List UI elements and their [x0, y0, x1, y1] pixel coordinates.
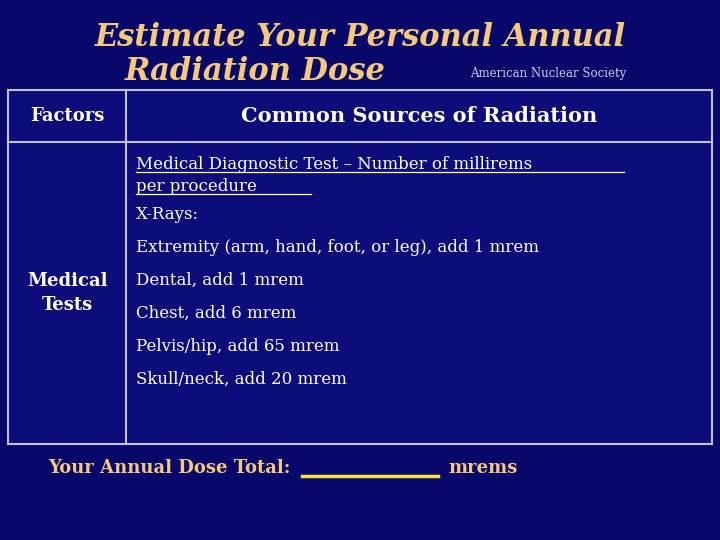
Text: Factors: Factors [30, 107, 104, 125]
Text: X-Rays:: X-Rays: [136, 206, 199, 223]
Text: Radiation Dose: Radiation Dose [125, 57, 385, 87]
Text: Medical Diagnostic Test – Number of millirems: Medical Diagnostic Test – Number of mill… [136, 156, 532, 173]
Text: Skull/neck, add 20 mrem: Skull/neck, add 20 mrem [136, 371, 347, 388]
Text: Estimate Your Personal Annual: Estimate Your Personal Annual [94, 23, 626, 53]
Text: mrems: mrems [448, 459, 518, 477]
Text: Dental, add 1 mrem: Dental, add 1 mrem [136, 272, 304, 289]
Text: Chest, add 6 mrem: Chest, add 6 mrem [136, 305, 297, 322]
Text: per procedure: per procedure [136, 178, 257, 195]
FancyBboxPatch shape [8, 90, 712, 444]
Text: Medical: Medical [27, 272, 107, 290]
Text: Tests: Tests [41, 296, 93, 314]
Text: Pelvis/hip, add 65 mrem: Pelvis/hip, add 65 mrem [136, 338, 340, 355]
Text: Your Annual Dose Total:: Your Annual Dose Total: [48, 459, 290, 477]
Text: American Nuclear Society: American Nuclear Society [470, 68, 626, 80]
Text: Common Sources of Radiation: Common Sources of Radiation [241, 106, 597, 126]
Text: Extremity (arm, hand, foot, or leg), add 1 mrem: Extremity (arm, hand, foot, or leg), add… [136, 239, 539, 256]
